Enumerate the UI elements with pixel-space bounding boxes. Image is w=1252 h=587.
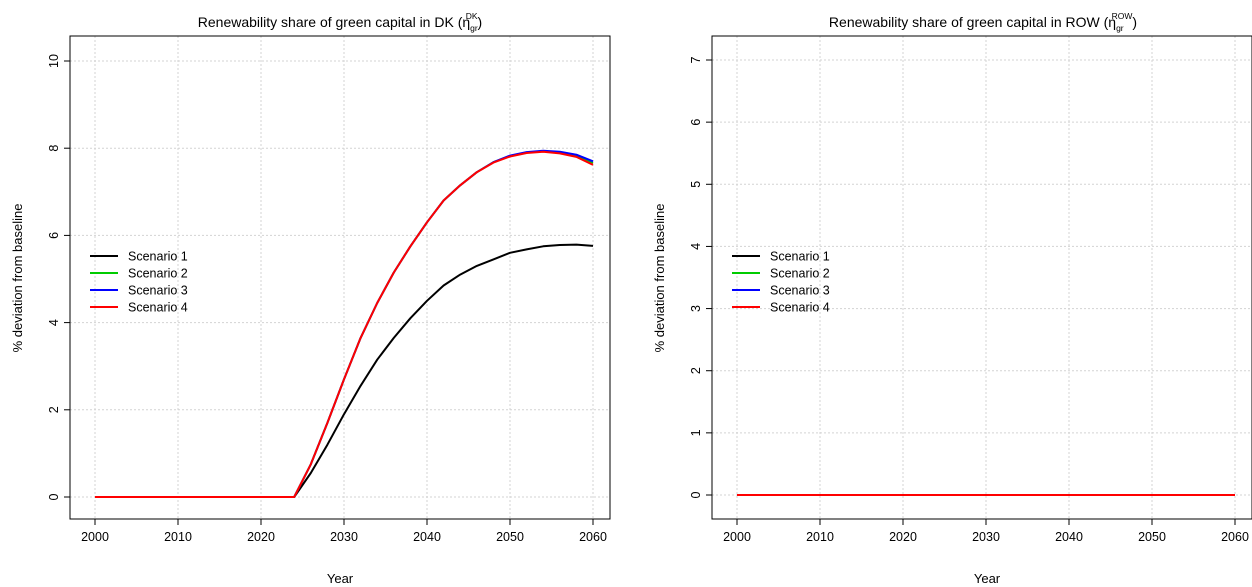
legend-label: Scenario 2 [128,267,188,281]
legend-row: Scenario 1 Scenario 2 Scenario 3 Scenario 4 [732,250,830,315]
y-tick-label: 1 [689,429,703,436]
y-tick-label: 2 [689,367,703,374]
legend-label: Scenario 3 [770,284,830,298]
legend-label: Scenario 1 [128,250,188,264]
y-tick-label: 6 [47,232,61,239]
x-tick-label: 2040 [1055,530,1083,544]
legend-label: Scenario 1 [770,250,830,264]
legend-label: Scenario 4 [128,301,188,315]
legend-label: Scenario 4 [770,301,830,315]
x-tick-label: 2020 [889,530,917,544]
plot-frame-dk [69,35,611,520]
legend-label: Scenario 2 [770,267,830,281]
y-tick-label: 0 [689,491,703,498]
chart-dk: 2000 2010 2020 2030 2040 2050 2060 0 2 4 6 8 10 Rene… [10,11,611,586]
y-axis-label-dk: % deviation from baseline [10,204,25,353]
x-axis-label-dk: Year [327,571,354,586]
chart-title-row: Renewability share of green capital in R… [829,11,1137,33]
ticks-dk: 2000 2010 2020 2030 2040 2050 2060 0 2 4 6 8 10 [47,54,607,544]
x-tick-label: 2060 [1221,530,1249,544]
x-tick-label: 2050 [496,530,524,544]
series-lines-dk [95,149,594,498]
y-tick-label: 0 [47,493,61,500]
y-tick-label: 8 [47,145,61,152]
x-tick-label: 2030 [330,530,358,544]
y-tick-label: 6 [689,119,703,126]
x-tick-label: 2050 [1138,530,1166,544]
x-tick-label: 2020 [247,530,275,544]
y-tick-label: 5 [689,181,703,188]
grid-dk [70,36,610,519]
y-axis-label-row: % deviation from baseline [652,204,667,353]
y-tick-label: 2 [47,406,61,413]
x-tick-label: 2000 [723,530,751,544]
x-tick-label: 2010 [164,530,192,544]
x-axis-label-row: Year [974,571,1001,586]
y-tick-label: 4 [689,243,703,250]
chart-row: 2000 2010 2020 2030 2040 2050 2060 0 1 2 3 4 5 6 7 Ren… [652,11,1252,586]
ticks-row: 2000 2010 2020 2030 2040 2050 2060 0 1 2 3 4 5 6 7 [689,56,1249,544]
plot-frame-row [711,35,1252,520]
legend-dk: Scenario 1 Scenario 2 Scenario 3 Scenario 4 [90,250,188,315]
x-tick-label: 2010 [806,530,834,544]
y-tick-label: 4 [47,319,61,326]
y-tick-label: 7 [689,56,703,63]
y-tick-label: 10 [47,54,61,68]
chart-title-dk: Renewability share of green capital in D… [198,11,482,33]
x-tick-label: 2060 [579,530,607,544]
series-line-scenario-4 [95,150,594,498]
x-tick-label: 2000 [81,530,109,544]
y-tick-label: 3 [689,305,703,312]
x-tick-label: 2040 [413,530,441,544]
legend-label: Scenario 3 [128,284,188,298]
series-line-scenario-1 [95,243,594,498]
x-tick-label: 2030 [972,530,1000,544]
